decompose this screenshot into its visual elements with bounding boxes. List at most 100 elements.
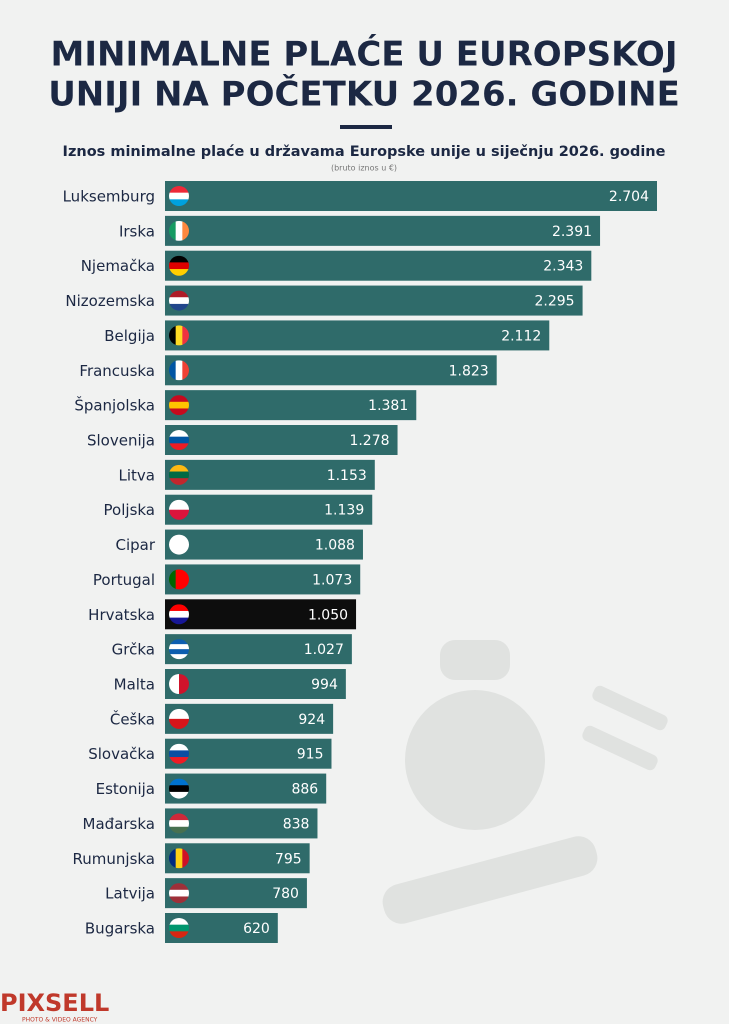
flag-stripe [169, 918, 189, 926]
category-label: Bugarska [85, 920, 155, 938]
category-label: Rumunjska [73, 850, 155, 868]
category-label: Irska [119, 222, 155, 240]
value-label: 1.088 [315, 538, 355, 554]
flag-stripe [169, 708, 189, 720]
flag-stripe [169, 436, 189, 444]
value-label: 915 [297, 747, 324, 763]
flag-stripe [169, 269, 189, 276]
flag-stripe [169, 499, 189, 511]
flag [169, 255, 189, 276]
note: (bruto iznos u €) [331, 164, 397, 173]
flag-stripe [182, 325, 189, 346]
flag [169, 499, 189, 520]
bar [165, 599, 357, 630]
flag-stripe [169, 610, 189, 619]
flag [169, 534, 189, 555]
flag-stripe [169, 509, 189, 520]
value-label: 795 [275, 851, 302, 867]
flag-stripe [169, 820, 189, 828]
flag-stripe [169, 674, 180, 694]
flag-stripe [169, 471, 189, 479]
flag-stripe [169, 534, 189, 546]
bar [165, 320, 550, 351]
bar [165, 285, 583, 316]
flag-stripe [169, 290, 189, 298]
value-label: 1.050 [308, 607, 348, 623]
flag-stripe [182, 848, 189, 869]
flag-stripe [179, 674, 189, 694]
category-label: Cipar [115, 536, 155, 554]
flag-stripe [169, 443, 189, 450]
bar [165, 738, 332, 769]
flag [169, 639, 189, 660]
flag-stripe [169, 654, 189, 660]
flag-stripe [169, 649, 189, 655]
logo: PIXSELL [0, 989, 109, 1017]
flag [169, 708, 189, 729]
flag-stripe [169, 848, 177, 869]
category-label: Malta [114, 676, 155, 694]
flag-stripe [175, 360, 183, 381]
flag [169, 430, 189, 450]
category-label: Češka [110, 709, 155, 728]
flag-stripe [169, 896, 189, 904]
bar [165, 843, 310, 874]
value-label: 1.073 [312, 572, 352, 588]
flag-stripe [169, 199, 189, 206]
value-label: 2.295 [534, 294, 574, 310]
flag-stripe [175, 848, 183, 869]
category-label: Mađarska [83, 815, 155, 833]
bar [165, 459, 375, 490]
flag-stripe [169, 718, 189, 729]
value-label: 1.278 [349, 433, 389, 449]
category-label: Nizozemska [65, 292, 155, 310]
flag-stripe [169, 325, 177, 346]
watermark [382, 640, 668, 924]
title-divider [340, 125, 392, 129]
category-label: Litva [119, 466, 155, 484]
flag-stripe [169, 750, 189, 758]
flag-stripe [169, 255, 189, 263]
value-label: 2.343 [543, 259, 583, 275]
flag [169, 674, 189, 694]
flag [169, 883, 189, 904]
bar [165, 808, 318, 839]
category-label: Grčka [112, 641, 155, 659]
bar [165, 181, 657, 211]
bar [165, 250, 592, 281]
flag-stripe [169, 478, 189, 485]
bar [165, 390, 417, 421]
bar [165, 425, 398, 455]
flag-stripe [169, 604, 189, 612]
value-label: 838 [283, 816, 310, 832]
flag [169, 604, 189, 625]
category-label: Luksemburg [63, 188, 155, 206]
flag-stripe [169, 813, 189, 821]
bar [165, 355, 497, 386]
flag [169, 743, 189, 764]
flag [169, 290, 189, 311]
flag-stripe [169, 757, 189, 764]
logo-tagline: PHOTO & VIDEO AGENCY [22, 1017, 98, 1024]
flag-stripe [169, 401, 189, 409]
flag-stripe [169, 360, 177, 381]
flag-stripe [169, 569, 177, 590]
value-label: 1.381 [368, 398, 408, 414]
flag-stripe [169, 826, 189, 834]
value-label: 1.823 [449, 363, 489, 379]
value-label: 780 [272, 886, 299, 902]
flag [169, 918, 189, 938]
bar [165, 669, 346, 699]
category-label: Portugal [93, 571, 155, 589]
flag-stripe [169, 639, 189, 645]
flag [169, 325, 189, 346]
value-label: 620 [243, 921, 270, 937]
chart-title: UNIJI NA POČETKU 2026. GODINE [48, 74, 680, 115]
category-label: Estonija [96, 780, 155, 798]
flag-stripe [169, 743, 189, 751]
category-label: Slovačka [88, 745, 155, 763]
chart-title: MINIMALNE PLAĆE U EUROPSKOJ [51, 34, 678, 75]
value-label: 886 [291, 782, 318, 798]
flag-stripe [169, 303, 189, 311]
flag-stripe [169, 297, 189, 305]
